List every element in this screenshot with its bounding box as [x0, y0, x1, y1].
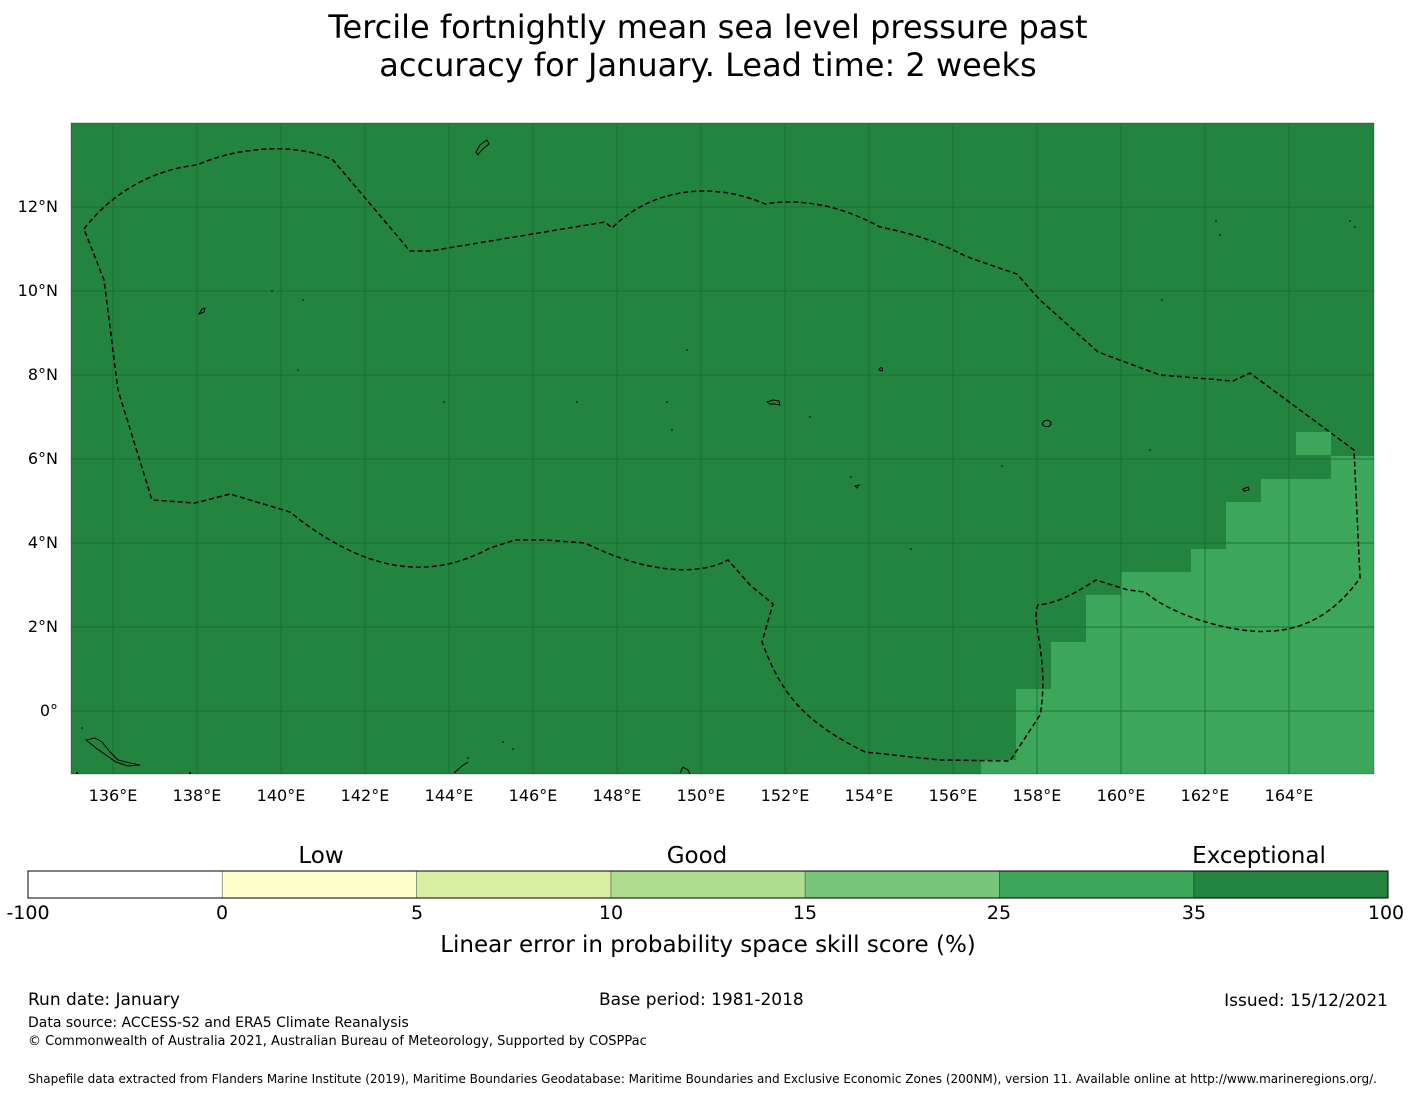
colorbar-tick: 25 — [986, 902, 1012, 924]
lon-label: 152°E — [760, 786, 810, 805]
lat-label: 2°N — [27, 617, 58, 636]
colorbar-seg-7 — [1193, 871, 1388, 898]
lat-label: 12°N — [17, 197, 58, 216]
lon-label: 150°E — [676, 786, 726, 805]
lat-label: 4°N — [27, 533, 58, 552]
base-period: Base period: 1981-2018 — [599, 990, 804, 1010]
lon-label: 160°E — [1096, 786, 1146, 805]
lon-label: 136°E — [88, 786, 138, 805]
colorbar-tick: 35 — [1181, 902, 1207, 924]
colorbar — [27, 870, 1389, 899]
colorbar-tick: 0 — [215, 902, 229, 924]
colorbar-tick: 5 — [410, 902, 424, 924]
lat-label: 10°N — [17, 281, 58, 300]
eez-boundary — [83, 148, 1361, 762]
colorbar-tick: 100 — [1367, 902, 1405, 924]
chart-title-line-1: Tercile fortnightly mean sea level press… — [328, 8, 1088, 46]
lon-label: 142°E — [340, 786, 390, 805]
colorbar-seg-4 — [610, 871, 806, 898]
colorbar-frame — [27, 870, 1389, 899]
colorbar-category-exceptional: Exceptional — [1192, 843, 1326, 869]
lon-label: 144°E — [424, 786, 474, 805]
issued-date: Issued: 15/12/2021 — [1224, 991, 1388, 1011]
lat-label: 0° — [39, 701, 58, 720]
atoll-dots — [76, 220, 1356, 774]
chart-title-line-2: accuracy for January. Lead time: 2 weeks — [379, 46, 1037, 84]
skill-region-25-35 — [981, 456, 1374, 774]
lon-label: 162°E — [1180, 786, 1230, 805]
colorbar-seg-2 — [222, 871, 417, 898]
colorbar-tick: 15 — [792, 902, 818, 924]
colorbar-tick: 10 — [598, 902, 624, 924]
colorbar-title: Linear error in probability space skill … — [440, 932, 976, 958]
colorbar-seg-3 — [416, 871, 611, 898]
shapefile-credit: Shapefile data extracted from Flanders M… — [28, 1072, 1377, 1086]
data-source: Data source: ACCESS-S2 and ERA5 Climate … — [28, 1015, 409, 1031]
colorbar-seg-5 — [805, 871, 1000, 898]
lon-label: 138°E — [172, 786, 222, 805]
copyright: © Commonwealth of Australia 2021, Austra… — [28, 1034, 647, 1049]
lon-label: 158°E — [1012, 786, 1062, 805]
colorbar-category-good: Good — [666, 843, 728, 869]
colorbar-seg-1 — [28, 871, 223, 898]
colorbar-tick: -100 — [6, 902, 50, 924]
lon-label: 146°E — [508, 786, 558, 805]
run-date: Run date: January — [28, 990, 180, 1010]
lon-label: 140°E — [256, 786, 306, 805]
gridlines — [71, 123, 1374, 774]
lat-label: 6°N — [27, 449, 58, 468]
lon-label: 156°E — [928, 786, 978, 805]
colorbar-category-low: Low — [298, 843, 344, 869]
lon-label: 154°E — [844, 786, 894, 805]
lon-label: 164°E — [1264, 786, 1314, 805]
islands — [84, 139, 1250, 774]
lat-label: 8°N — [27, 365, 58, 384]
skill-patch-25-35 — [1296, 432, 1331, 455]
colorbar-seg-6 — [999, 871, 1194, 898]
lon-label: 148°E — [592, 786, 642, 805]
map-frame — [70, 122, 1375, 775]
